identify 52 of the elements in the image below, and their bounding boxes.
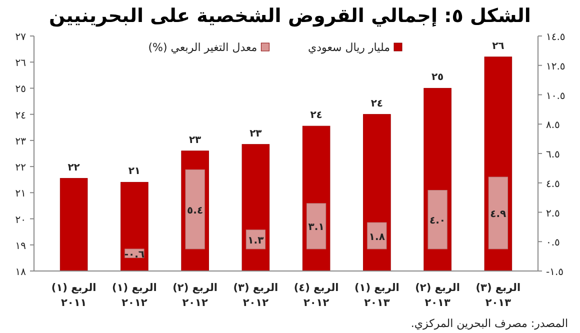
data-label: ٥.٤ — [187, 205, 204, 216]
data-label: ٤.٩ — [490, 208, 506, 220]
y-tick-label: ٢٢ — [15, 162, 26, 174]
y-tick-label: ٢٣ — [15, 136, 27, 148]
bar — [306, 203, 326, 250]
data-label: ٢٤ — [370, 98, 384, 110]
y2-tick-label: ٨.٥ — [546, 120, 560, 132]
chart-title: الشكل ٥: إجمالي القروض الشخصية على البحرينيين — [49, 5, 531, 27]
data-label: ٢٣ — [250, 128, 262, 140]
x-tick-label: الربع (١) ٢٠١٣ — [354, 282, 400, 309]
bar — [488, 176, 508, 250]
data-label: ٣.١ — [308, 222, 324, 234]
x-tick-label: الربع (٣) ٢٠١٣ — [476, 282, 521, 309]
y2-tick-label: ٠.٥ — [546, 238, 560, 249]
y-tick-label: ٢٥ — [15, 84, 26, 96]
x-tick-label: الربع (٢) ٢٠١٢ — [172, 282, 218, 309]
bar — [367, 222, 387, 250]
y-tick-label: ٢٠ — [15, 214, 26, 226]
bar — [428, 190, 448, 250]
x-tick-label: الربع (١) ٢٠١٢ — [112, 282, 157, 309]
bar — [185, 169, 205, 250]
legend-label: معدل التغير الربعي (%) — [148, 41, 258, 54]
y-tick-label: ٢١ — [15, 188, 26, 200]
y2-tick-label: ٤.٥ — [546, 178, 560, 190]
y2-tick-label: -١.٥ — [546, 267, 564, 278]
y-tick-label: ٢٧ — [15, 32, 27, 43]
data-label: ٤.٠ — [430, 216, 446, 227]
x-tick-label: الربع (٢) ٢٠١٣ — [415, 282, 460, 309]
data-label: ٢٢ — [68, 162, 80, 174]
y-tick-label: ٢٦ — [15, 58, 26, 70]
y2-tick-label: ١٢.٥ — [546, 61, 566, 72]
x-tick-label: الربع (٤) ٢٠١٢ — [294, 282, 339, 309]
y2-tick-label: ٦.٥ — [546, 150, 560, 160]
y-tick-label: ١٨ — [15, 267, 27, 278]
y2-tick-label: ١٤.٥ — [546, 32, 566, 43]
data-label: ١.٨ — [368, 232, 385, 243]
data-label: ٢١ — [128, 166, 141, 178]
y2-tick-label: ٢.٥ — [546, 208, 560, 220]
data-label: ٢٥ — [431, 72, 444, 84]
data-label: -٠.٦ — [124, 249, 145, 260]
y-tick-label: ١٩ — [15, 240, 26, 252]
x-tick-label: الربع (١) ٢٠١١ — [51, 282, 96, 309]
data-label: ١.٣ — [248, 235, 264, 246]
text: المصدر: مصرف البحرين المركزي. — [410, 317, 568, 330]
y2-tick-label: ١٠.٥ — [546, 90, 566, 102]
data-label: ٢٣ — [188, 134, 202, 146]
data-label: ٢٦ — [492, 40, 504, 52]
data-label: ٢٤ — [310, 110, 322, 122]
legend-label: مليار ريال سعودي — [308, 41, 390, 54]
bar — [246, 230, 266, 250]
y-tick-label: ٢٤ — [15, 110, 26, 122]
x-tick-label: الربع (٣) ٢٠١٢ — [233, 282, 278, 309]
